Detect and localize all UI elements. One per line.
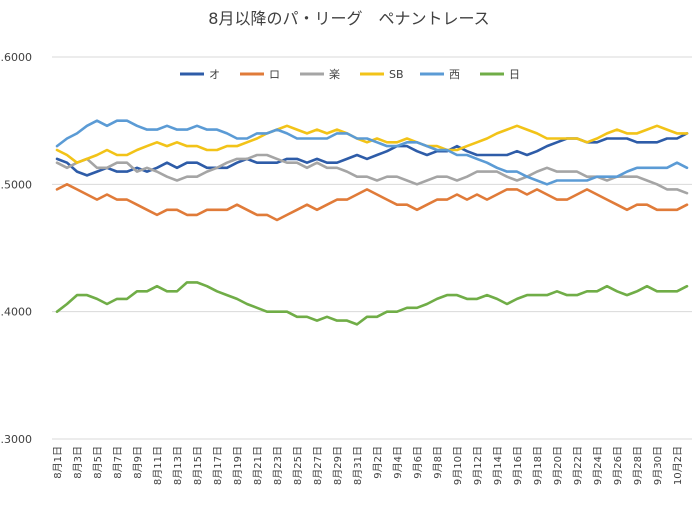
x-tick-label: 9月12日 <box>472 446 484 485</box>
x-tick-label: 9月10日 <box>452 446 464 485</box>
y-tick-label: 0.4000 <box>0 306 32 319</box>
x-tick-label: 9月24日 <box>592 446 604 485</box>
x-tick-label: 8月7日 <box>112 446 124 479</box>
x-tick-label: 8月31日 <box>352 446 364 485</box>
legend-label: オ <box>209 68 220 81</box>
series-line-4 <box>55 119 689 186</box>
y-tick-label: 0.3000 <box>0 433 32 446</box>
x-tick-label: 9月20日 <box>552 446 564 485</box>
legend-label: SB <box>389 68 404 81</box>
x-tick-label: 8月19日 <box>232 446 244 485</box>
x-tick-label: 9月2日 <box>372 446 384 479</box>
x-tick-label: 9月18日 <box>532 446 544 485</box>
legend-label: 西 <box>449 68 460 81</box>
x-tick-label: 9月8日 <box>432 446 444 479</box>
legend: オ ロ 楽 SB 西 日 <box>180 68 520 81</box>
series-line-1 <box>55 183 689 222</box>
series-layer <box>55 119 689 326</box>
grid-layer <box>52 56 692 440</box>
x-tick-label: 8月3日 <box>72 446 84 479</box>
y-tick-label: 0.6000 <box>0 51 32 64</box>
x-tick-label: 8月17日 <box>212 446 224 485</box>
chart-title: 8月以降のパ・リーグ ペナントレース <box>208 9 489 28</box>
x-tick-label: 9月28日 <box>632 446 644 485</box>
legend-label: ロ <box>269 68 280 81</box>
legend-label: 日 <box>509 68 520 81</box>
x-tick-label: 8月15日 <box>192 446 204 485</box>
x-tick-label: 9月26日 <box>612 446 624 485</box>
x-tick-label: 8月29日 <box>332 446 344 485</box>
series-line-2 <box>55 153 689 195</box>
x-tick-label: 9月14日 <box>492 446 504 485</box>
x-tick-label: 8月11日 <box>152 446 164 485</box>
y-tick-label: 0.5000 <box>0 178 32 191</box>
x-tick-label: 9月22日 <box>572 446 584 485</box>
x-tick-label: 8月21日 <box>252 446 264 485</box>
x-tick-label: 9月16日 <box>512 446 524 485</box>
x-tick-label: 9月30日 <box>652 446 664 485</box>
x-tick-label: 8月13日 <box>172 446 184 485</box>
x-tick-label: 9月6日 <box>412 446 424 479</box>
x-tick-label: 8月27日 <box>312 446 324 485</box>
y-axis: 0.6000 0.5000 0.4000 0.3000 <box>0 51 32 446</box>
x-tick-label: 10月2日 <box>672 446 684 485</box>
x-tick-label: 8月25日 <box>292 446 304 485</box>
x-tick-label: 8月5日 <box>92 446 104 479</box>
legend-label: 楽 <box>329 68 340 81</box>
x-axis: 8月1日 8月3日 8月5日 8月7日 8月9日 8月11日 8月13日 8月15日 8月17日… <box>52 446 684 485</box>
x-tick-label: 9月4日 <box>392 446 404 479</box>
x-tick-label: 8月9日 <box>132 446 144 479</box>
x-tick-label: 8月23日 <box>272 446 284 485</box>
series-line-5 <box>55 281 689 326</box>
x-tick-label: 8月1日 <box>52 446 64 479</box>
